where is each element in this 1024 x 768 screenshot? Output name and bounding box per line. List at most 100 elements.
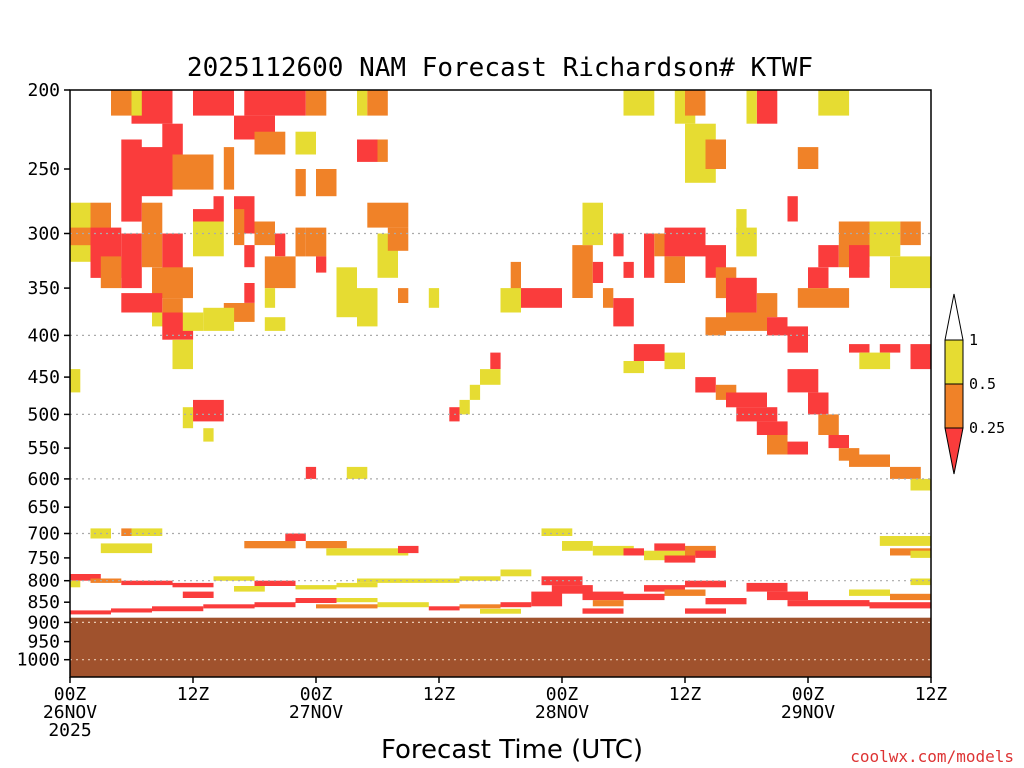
ri-cell xyxy=(623,548,644,556)
ri-cell xyxy=(244,283,255,303)
x-tick-label: 2025 xyxy=(48,720,91,741)
ri-cell xyxy=(797,288,850,308)
ri-cell xyxy=(705,598,747,605)
ri-cell xyxy=(357,139,378,162)
ri-cell xyxy=(521,288,542,308)
ri-cell xyxy=(316,169,337,197)
ri-cell xyxy=(428,288,440,308)
ri-cell xyxy=(254,602,296,608)
ri-cell xyxy=(787,441,808,455)
ri-cell xyxy=(234,209,245,246)
ri-cell xyxy=(685,608,726,614)
ri-cell xyxy=(295,169,306,197)
ri-cell xyxy=(849,245,870,278)
ri-cell xyxy=(70,369,81,393)
ri-cell xyxy=(100,256,122,289)
ri-cell xyxy=(869,602,931,609)
ri-cell xyxy=(428,606,460,611)
ri-cell xyxy=(746,582,788,592)
ri-cell xyxy=(623,593,665,601)
ri-cell xyxy=(592,261,604,283)
richardson-cells xyxy=(70,90,932,615)
ri-cell xyxy=(336,267,357,318)
y-tick-label: 850 xyxy=(27,592,60,613)
ri-cell xyxy=(726,277,757,313)
y-tick-label: 600 xyxy=(27,469,60,490)
ri-cell xyxy=(121,580,173,586)
x-tick-label: 12Z xyxy=(423,684,456,705)
ri-cell xyxy=(541,528,573,536)
ri-cell xyxy=(264,317,286,331)
ri-cell xyxy=(70,574,101,581)
x-axis-label: Forecast Time (UTC) xyxy=(381,735,643,765)
ri-cell xyxy=(787,326,808,353)
ri-cell xyxy=(305,227,327,257)
ri-cell xyxy=(582,591,624,601)
ri-cell xyxy=(480,608,521,614)
ri-cell xyxy=(305,541,347,549)
ri-cell xyxy=(193,209,214,222)
ri-cell xyxy=(787,600,829,607)
ri-cell xyxy=(131,90,142,116)
ri-cell xyxy=(141,202,163,268)
ri-cell xyxy=(152,267,193,299)
ri-cell xyxy=(633,344,665,361)
ri-cell xyxy=(367,202,409,228)
ri-cell xyxy=(705,139,726,169)
ri-cell xyxy=(162,233,183,278)
ri-cell xyxy=(264,288,276,308)
ri-cell xyxy=(182,312,204,331)
ri-cell xyxy=(849,589,890,596)
ri-cell xyxy=(377,139,388,162)
ri-cell xyxy=(879,344,901,353)
ri-cell xyxy=(305,90,327,116)
ri-cell xyxy=(121,233,142,289)
ri-cell xyxy=(808,392,829,415)
ri-cell xyxy=(398,545,419,554)
x-tick-label: 29NOV xyxy=(781,702,835,723)
ri-cell xyxy=(357,578,460,583)
ri-cell xyxy=(890,256,931,289)
ri-cell xyxy=(644,233,655,278)
colorbar-legend: 1 0.5 0.25 xyxy=(944,293,1005,475)
ri-cell xyxy=(818,245,839,268)
ri-cell xyxy=(316,256,327,273)
ri-cell xyxy=(285,533,306,541)
y-tick-label: 650 xyxy=(27,497,60,518)
y-tick-label: 250 xyxy=(27,159,60,180)
ri-cell xyxy=(818,90,850,116)
ri-cell xyxy=(500,288,521,313)
colorbar-bin xyxy=(944,339,964,385)
colorbar-label: 1 xyxy=(969,331,978,349)
y-axis: 200 250 300 350 400 450 500 550 600 650 700 7508008… xyxy=(17,80,70,671)
ri-cell xyxy=(644,550,685,561)
ri-cell xyxy=(582,202,603,246)
ri-cell xyxy=(910,578,931,586)
ri-cell xyxy=(592,600,624,607)
ri-cell xyxy=(818,414,839,435)
x-tick-label: 00Z xyxy=(792,684,825,705)
colorbar-bin xyxy=(944,427,964,475)
chart-title: 2025112600 NAM Forecast Richardson# KTWF xyxy=(187,53,813,83)
y-tick-label: 800 xyxy=(27,571,60,592)
ri-cell xyxy=(572,245,593,298)
ri-cell xyxy=(756,90,778,124)
ri-cell xyxy=(849,454,890,467)
ri-cell xyxy=(756,293,778,318)
ri-cell xyxy=(890,466,921,479)
source-credit: coolwx.com/models xyxy=(850,747,1014,766)
colorbar-bin xyxy=(944,383,964,429)
ri-cell xyxy=(797,147,819,169)
ri-cell xyxy=(490,352,501,370)
colorbar-bin xyxy=(944,293,964,341)
ri-cell xyxy=(787,369,819,393)
ri-cell xyxy=(121,528,132,536)
ri-cell xyxy=(890,593,931,601)
ri-cell xyxy=(70,227,91,246)
ri-cell xyxy=(459,399,470,415)
ri-cell xyxy=(459,604,501,609)
ri-cell xyxy=(685,90,706,116)
ri-cell xyxy=(767,591,808,601)
ri-cell xyxy=(121,139,142,222)
